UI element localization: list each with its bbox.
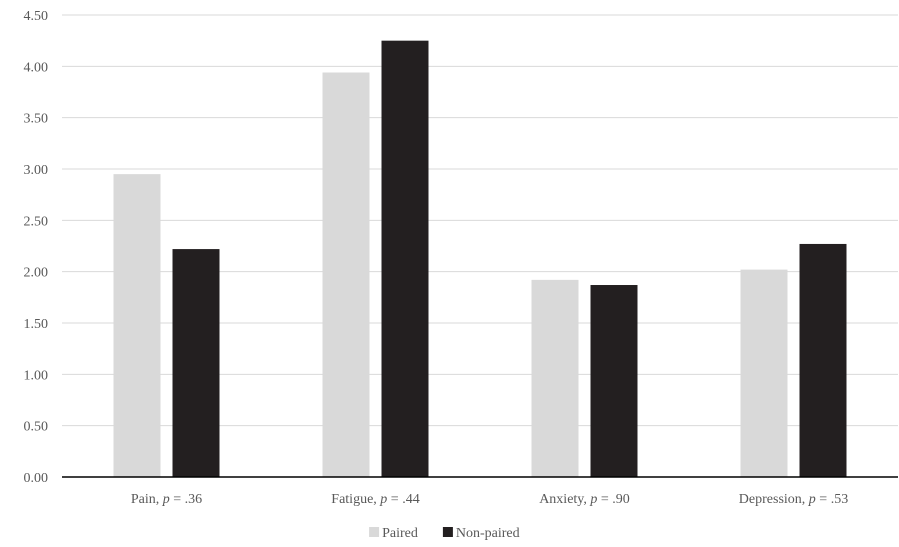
y-tick-label: 2.00 — [24, 266, 49, 281]
y-tick-label: 0.00 — [24, 471, 49, 486]
bar-non-paired-anxiety — [590, 285, 638, 477]
p-symbol: p — [808, 492, 816, 507]
category-name: Pain, — [131, 492, 163, 507]
p-symbol: p — [589, 492, 597, 507]
y-tick-label: 0.50 — [24, 420, 49, 435]
y-tick-label: 4.50 — [24, 9, 49, 24]
y-tick-label: 1.00 — [24, 368, 49, 383]
legend-label: Paired — [382, 526, 418, 541]
y-tick-label: 2.50 — [24, 214, 49, 229]
category-name: Fatigue, — [331, 492, 380, 507]
legend-label: Non-paired — [456, 526, 520, 541]
bar-non-paired-depression — [799, 243, 847, 477]
y-tick-label: 3.00 — [24, 163, 49, 178]
p-symbol: p — [379, 492, 387, 507]
y-axis-tick-labels: 0.00 0.50 1.00 1.50 2.00 2.50 3.00 3.50 4.00 4.50 — [24, 9, 49, 486]
category-name: Depression, — [739, 492, 809, 507]
p-value: = .44 — [387, 492, 419, 507]
x-axis-category-labels: Pain, p = .36 Fatigue, p = .44 Anxiety, p … — [131, 492, 848, 507]
bar-non-paired-fatigue — [381, 40, 429, 478]
p-value: = .90 — [597, 492, 629, 507]
p-value: = .36 — [170, 492, 202, 507]
x-category-label: Depression, p = .53 — [739, 492, 848, 507]
category-name: Anxiety, — [539, 492, 590, 507]
y-tick-label: 3.50 — [24, 112, 49, 127]
legend-swatch — [369, 527, 380, 537]
bar-paired-anxiety — [531, 279, 579, 477]
y-tick-label: 4.00 — [24, 60, 49, 75]
bar-paired-fatigue — [322, 72, 370, 477]
x-category-label: Anxiety, p = .90 — [539, 492, 630, 507]
p-symbol: p — [162, 492, 170, 507]
x-category-label: Pain, p = .36 — [131, 492, 202, 507]
y-tick-label: 1.50 — [24, 317, 49, 332]
bar-paired-depression — [740, 269, 788, 477]
x-category-label: Fatigue, p = .44 — [331, 492, 419, 507]
bar-paired-pain — [113, 174, 161, 477]
bars — [113, 40, 847, 478]
legend: Paired Non-paired — [369, 526, 520, 541]
bar-non-paired-pain — [172, 249, 220, 477]
p-value: = .53 — [816, 492, 848, 507]
legend-swatch — [442, 527, 453, 537]
